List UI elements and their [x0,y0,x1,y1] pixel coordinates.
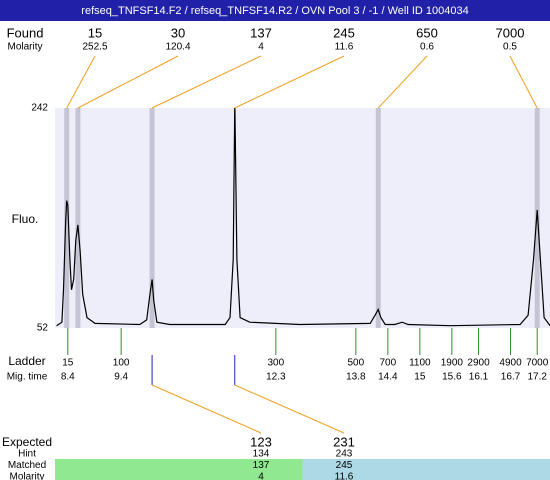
peak-molarity: 252.5 [82,42,107,53]
ladder-size: 7000 [526,358,549,369]
mig-time-label: Mig. time [7,372,48,383]
y-tick-label: 242 [31,103,48,114]
ladder-time: 15.6 [442,372,462,383]
ladder-size: 2900 [467,358,490,369]
ladder-time: 14.4 [378,372,398,383]
plot-area [55,108,550,328]
matched-molarity: 11.6 [335,472,354,480]
y-label: Fluo. [12,212,39,226]
match-band [302,459,550,480]
peak-band [375,108,381,328]
ladder-time: 17.2 [527,372,547,383]
peak-band [64,108,70,328]
ladder-size: 700 [380,358,397,369]
matched-molarity: 4 [258,472,264,480]
expected-size: 123 [250,434,272,449]
ladder-time: 16.7 [501,372,521,383]
peak-connector [234,55,345,109]
peak-connector [151,55,262,109]
ladder-size: 15 [62,358,74,369]
peak-connector [66,55,96,109]
ladder-size: 300 [267,358,284,369]
ladder-size: 1100 [409,358,431,369]
ladder-time: 9.4 [114,372,128,383]
found-label: Found [7,25,44,40]
ladder-time: 12.3 [266,372,286,383]
peak-molarity: 4 [258,42,264,53]
match-band [55,459,303,480]
ladder-size: 100 [113,358,130,369]
peak-molarity: 11.6 [335,42,354,53]
ladder-time: 8.4 [61,372,75,383]
peak-size: 137 [250,25,272,40]
peak-band [149,108,155,328]
peak-molarity: 0.5 [503,42,517,53]
y-tick-label: 52 [37,323,49,334]
expected-row-label: Molarity [9,472,44,480]
peak-molarity: 120.4 [165,42,190,53]
peak-size: 30 [171,25,185,40]
peak-size: 245 [333,25,355,40]
ladder-time: 15 [414,372,426,383]
expected-row-label: Matched [8,460,46,471]
trace [56,108,550,327]
matched-size: 137 [253,460,270,471]
match-connector [151,384,262,434]
expected-row-label: Hint [18,449,36,460]
ladder-label: Ladder [8,354,45,368]
peak-size: 7000 [496,25,525,40]
peak-size: 650 [416,25,438,40]
hint-size: 243 [336,449,353,460]
expected-label: Expected [2,435,52,449]
hint-size: 134 [253,449,270,460]
peak-band [75,108,81,328]
molarity-label: Molarity [7,42,42,53]
title: refseq_TNFSF14.F2 / refseq_TNFSF14.R2 / … [81,5,468,17]
ladder-size: 1900 [441,358,464,369]
ladder-time: 13.8 [346,372,366,383]
peak-connector [77,55,179,109]
match-connector [234,384,345,434]
peak-size: 15 [88,25,102,40]
expected-size: 231 [333,434,355,449]
ladder-time: 16.1 [469,372,489,383]
ladder-size: 4900 [499,358,522,369]
peak-connector [509,55,538,109]
ladder-size: 500 [347,358,364,369]
matched-size: 245 [336,460,353,471]
peak-molarity: 0.6 [420,42,434,53]
peak-connector [377,55,428,109]
title-bar [0,0,550,21]
plot [56,108,550,328]
